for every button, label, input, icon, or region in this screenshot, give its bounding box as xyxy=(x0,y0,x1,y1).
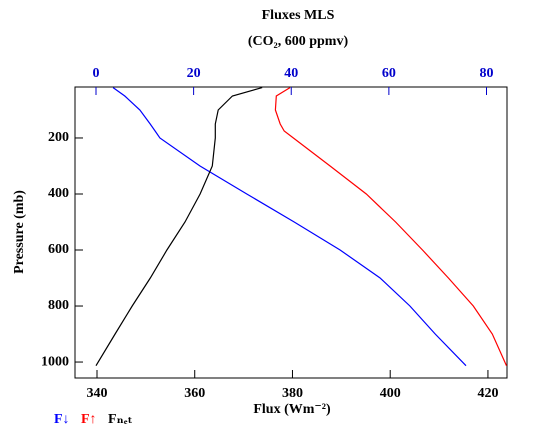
x-tick-label: 340 xyxy=(86,386,107,401)
x-tick-label: 360 xyxy=(184,386,205,401)
y-tick-label: 200 xyxy=(48,130,69,145)
chart-title: Fluxes MLS xyxy=(262,8,335,23)
y-tick-label: 600 xyxy=(48,242,69,257)
y-tick-label: 400 xyxy=(48,186,69,201)
y-tick-label: 800 xyxy=(48,298,69,313)
x2-tick-label: 0 xyxy=(92,66,99,81)
x2-tick-label: 40 xyxy=(284,66,298,81)
x-tick-label: 380 xyxy=(282,386,303,401)
y-axis-label: Pressure (mb) xyxy=(12,190,27,274)
legend-entry: Fₙₑₜ xyxy=(108,412,133,427)
x2-tick-label: 20 xyxy=(187,66,201,81)
legend-entry: F↑ xyxy=(81,412,97,427)
x2-tick-label: 80 xyxy=(479,66,493,81)
series-line xyxy=(274,87,508,366)
series-line xyxy=(95,87,263,367)
x-tick-label: 420 xyxy=(477,386,498,401)
series-line xyxy=(112,87,467,367)
chart-subtitle: (CO₂, 600 ppmv) xyxy=(248,34,349,49)
plot-frame xyxy=(74,86,508,379)
x2-tick-label: 60 xyxy=(382,66,396,81)
x-axis-label: Flux (Wm⁻²) xyxy=(253,402,331,417)
x-tick-label: 400 xyxy=(380,386,401,401)
y-tick-label: 1000 xyxy=(41,354,69,369)
legend-entry: F↓ xyxy=(54,412,70,427)
